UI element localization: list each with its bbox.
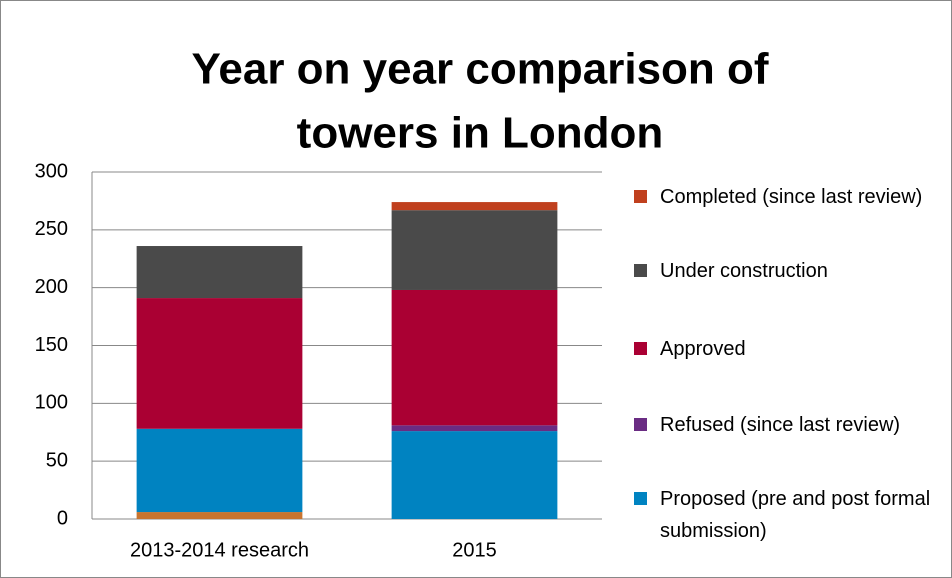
legend-item: Approved	[634, 333, 946, 365]
y-tick-label: 300	[35, 160, 68, 182]
y-tick-label: 150	[35, 334, 68, 356]
legend-swatch	[634, 190, 647, 203]
legend-label: Under construction	[660, 260, 828, 282]
legend-swatch	[634, 492, 647, 505]
legend-label: Refused (since last review)	[660, 414, 901, 436]
legend-item: Under construction	[634, 255, 946, 287]
x-tick-label: 2015	[452, 539, 497, 561]
y-tick-label: 200	[35, 276, 68, 298]
bar-segment	[136, 246, 303, 299]
bar-segment	[391, 289, 558, 426]
legend-item: Refused (since last review)	[634, 409, 946, 441]
bar-segment	[136, 298, 303, 429]
bar-segment	[391, 425, 558, 432]
legend-swatch	[634, 418, 647, 431]
x-tick-label: 2013-2014 research	[130, 539, 309, 561]
bar-segment	[136, 512, 303, 519]
legend-label: Completed (since last review)	[660, 186, 923, 208]
chart-title: Year on year comparison of	[191, 45, 768, 94]
legend-item: Completed (since last review)	[634, 181, 946, 213]
bar-segment	[391, 202, 558, 211]
y-tick-label: 100	[35, 392, 68, 414]
bar-segment	[136, 428, 303, 513]
chart-title: towers in London	[297, 109, 664, 158]
legend-item: Proposed (pre and post formal submission…	[634, 483, 946, 547]
legend-swatch	[634, 264, 647, 277]
bar-segment	[391, 431, 558, 519]
legend-label: Approved	[660, 338, 746, 360]
y-tick-label: 250	[35, 218, 68, 240]
legend-swatch	[634, 342, 647, 355]
bar-segment	[391, 210, 558, 290]
legend-label: Proposed (pre and post formal submission…	[660, 488, 931, 542]
y-tick-label: 50	[46, 449, 68, 471]
y-tick-label: 0	[57, 507, 68, 529]
